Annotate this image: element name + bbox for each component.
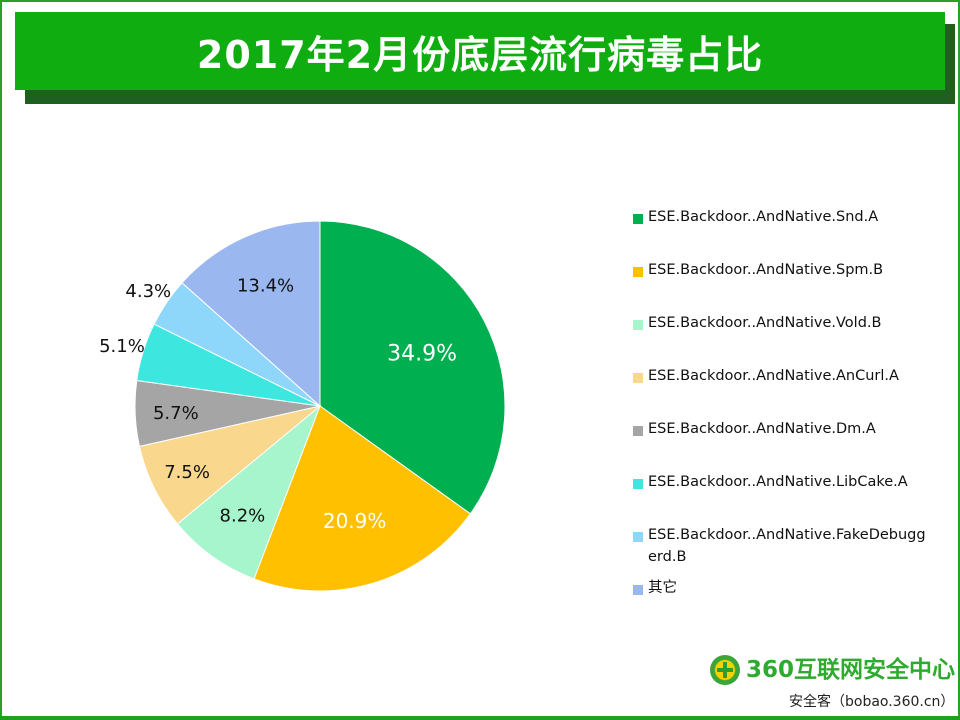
legend-label: ESE.Backdoor..AndNative.Dm.A — [648, 421, 876, 437]
logo-text: 360互联网安全中心 — [746, 657, 956, 683]
chart-title: 2017年2月份底层流行病毒占比 — [196, 32, 764, 77]
pie-slice — [253, 405, 472, 592]
legend-swatch — [633, 585, 643, 595]
title-bar: 2017年2月份底层流行病毒占比 — [15, 12, 945, 90]
source-credit: 安全客（bobao.360.cn） — [789, 694, 955, 710]
legend-item: ESE.Backdoor..AndNative.Spm.B — [633, 262, 933, 281]
legend-swatch — [633, 426, 643, 436]
legend-label: ESE.Backdoor..AndNative.Snd.A — [648, 209, 879, 225]
legend-swatch — [633, 320, 643, 330]
data-label: 7.5% — [164, 462, 210, 483]
pie-slice — [319, 220, 506, 515]
legend-item: ESE.Backdoor..AndNative.AnCurl.A — [633, 368, 933, 387]
legend-label: ESE.Backdoor..AndNative.LibCake.A — [648, 474, 908, 490]
legend-item: ESE.Backdoor..AndNative.LibCake.A — [633, 474, 933, 493]
data-label: 20.9% — [323, 509, 387, 533]
data-label: 5.1% — [99, 336, 145, 357]
legend-item: 其它 — [633, 580, 933, 599]
data-label: 4.3% — [125, 281, 171, 302]
legend-label: 其它 — [648, 580, 677, 596]
legend-label: ESE.Backdoor..AndNative.Vold.B — [648, 315, 882, 331]
legend-item: ESE.Backdoor..AndNative.FakeDebuggerd.B — [633, 527, 933, 568]
pie-slice — [181, 220, 321, 408]
logo: 360互联网安全中心 — [710, 654, 955, 686]
pie-slice — [176, 404, 322, 580]
legend-swatch — [633, 373, 643, 383]
legend-swatch — [633, 214, 643, 224]
data-label: 8.2% — [220, 505, 266, 526]
bottom-divider — [0, 716, 960, 720]
360-logo-icon — [710, 655, 740, 685]
legend-swatch — [633, 532, 643, 542]
data-label: 34.9% — [387, 342, 457, 367]
data-label: 5.7% — [153, 403, 199, 424]
data-label: 13.4% — [237, 275, 294, 296]
legend-label: ESE.Backdoor..AndNative.Spm.B — [648, 262, 884, 278]
legend-item: ESE.Backdoor..AndNative.Dm.A — [633, 421, 933, 440]
legend-swatch — [633, 267, 643, 277]
legend-item: ESE.Backdoor..AndNative.Snd.A — [633, 209, 933, 228]
legend-label: ESE.Backdoor..AndNative.FakeDebuggerd.B — [648, 527, 926, 565]
legend-swatch — [633, 479, 643, 489]
legend-label: ESE.Backdoor..AndNative.AnCurl.A — [648, 368, 899, 384]
legend-item: ESE.Backdoor..AndNative.Vold.B — [633, 315, 933, 334]
